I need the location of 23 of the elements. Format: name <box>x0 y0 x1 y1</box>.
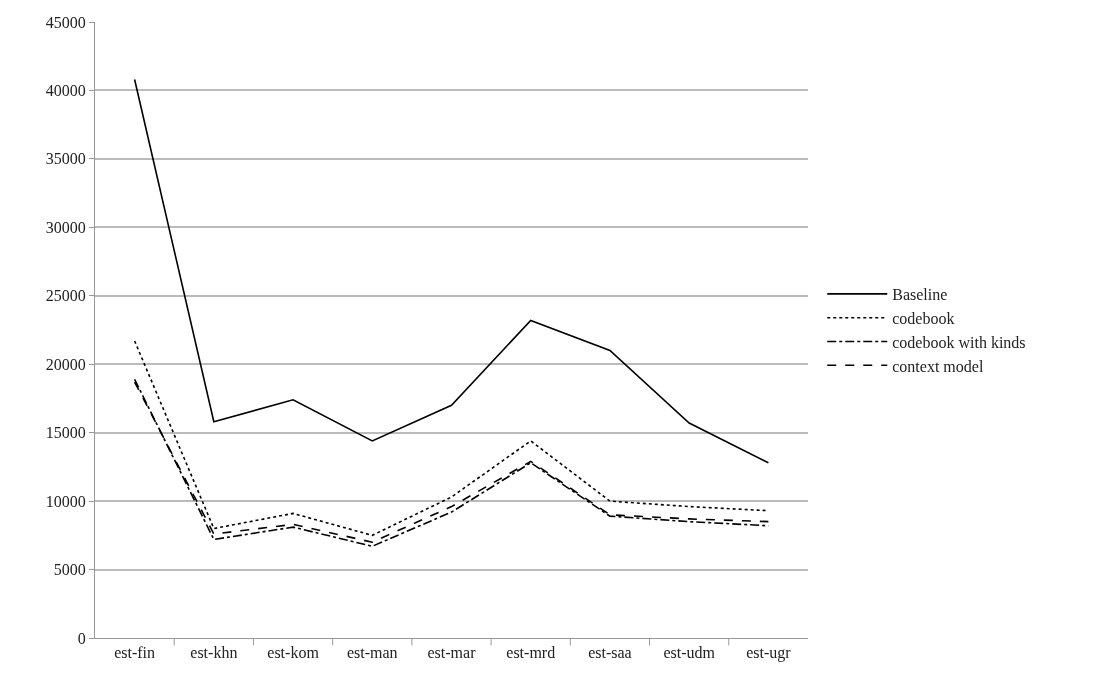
y-tick-label: 30000 <box>45 218 86 236</box>
legend-label: codebook with kinds <box>892 333 1026 351</box>
legend-label: Baseline <box>892 286 948 304</box>
y-tick-label: 20000 <box>45 355 86 373</box>
x-tick-label: est-saa <box>588 644 632 662</box>
y-tick-label: 0 <box>77 629 86 647</box>
y-tick-label: 25000 <box>45 287 86 305</box>
y-tick-label: 35000 <box>45 150 86 168</box>
y-tick-label: 15000 <box>45 424 86 442</box>
x-tick-label: est-ugr <box>746 644 792 663</box>
legend-label: codebook <box>892 309 955 327</box>
y-tick-label: 5000 <box>53 561 86 579</box>
x-tick-label: est-mrd <box>506 644 556 662</box>
x-tick-label: est-man <box>346 644 398 662</box>
x-tick-label: est-mar <box>427 644 477 662</box>
y-tick-label: 45000 <box>45 13 86 31</box>
x-tick-label: est-khn <box>190 644 238 662</box>
y-tick-label: 10000 <box>45 492 86 510</box>
y-tick-label: 40000 <box>45 82 86 100</box>
x-tick-label: est-kom <box>267 644 320 662</box>
legend-label: context model <box>892 357 984 375</box>
x-tick-label: est-udm <box>663 644 716 662</box>
x-tick-label: est-fin <box>114 644 156 662</box>
